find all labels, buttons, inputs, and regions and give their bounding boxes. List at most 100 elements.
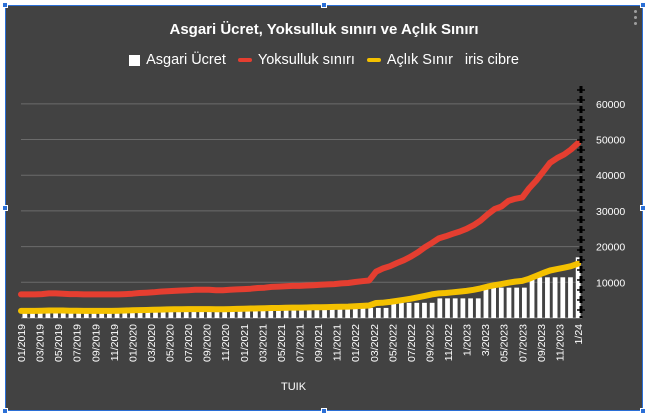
resize-handle-middle-right[interactable] [640,205,646,211]
resize-handle-bottom-left[interactable] [2,408,8,414]
bar-asgari-56[interactable] [452,298,458,318]
bar-asgari-16[interactable] [145,310,151,318]
bar-asgari-72[interactable] [575,257,581,318]
bar-asgari-67[interactable] [537,277,543,318]
bar-asgari-4[interactable] [53,310,58,318]
bar-asgari-1[interactable] [30,310,35,318]
x-tick-label-1: 03/2019 [35,324,47,362]
bar-asgari-66[interactable] [529,277,535,318]
bar-asgari-23[interactable] [199,310,204,318]
bar-asgari-52[interactable] [422,302,427,318]
bar-asgari-50[interactable] [406,302,412,318]
resize-handle-bottom-right[interactable] [640,408,646,414]
x-tick-label-18: 01/2022 [350,324,362,362]
bar-asgari-0[interactable] [22,310,28,318]
bar-asgari-59[interactable] [475,298,481,318]
resize-handle-middle-left[interactable] [2,205,8,211]
bar-asgari-31[interactable] [260,309,266,318]
bar-asgari-7[interactable] [76,310,82,318]
bar-asgari-37[interactable] [306,307,312,318]
bar-asgari-71[interactable] [568,277,573,318]
resize-handle-top-right[interactable] [640,2,646,8]
legend-item-aclik[interactable]: Açlık Sınır [366,52,453,68]
bar-asgari-32[interactable] [268,309,274,318]
bar-asgari-54[interactable] [437,298,443,318]
bar-asgari-62[interactable] [498,287,504,318]
bar-asgari-65[interactable] [521,287,527,318]
chart-title: Asgari Ücret, Yoksulluk sınırı ve Açlık … [169,21,479,38]
bar-asgari-25[interactable] [214,309,220,318]
bar-asgari-11[interactable] [106,310,112,318]
bar-asgari-43[interactable] [352,307,358,318]
bar-asgari-28[interactable] [237,309,243,318]
bar-asgari-57[interactable] [460,298,466,318]
legend-item-yoksulluk[interactable]: Yoksulluk sınırı [237,52,355,68]
bar-asgari-20[interactable] [176,310,181,318]
bar-asgari-64[interactable] [514,287,520,318]
line-aclik[interactable] [18,260,581,314]
bar-asgari-12[interactable] [114,310,120,318]
bar-asgari-15[interactable] [137,310,143,318]
bar-asgari-21[interactable] [183,310,189,318]
bar-asgari-9[interactable] [91,310,97,318]
bar-asgari-29[interactable] [245,309,251,318]
bar-asgari-42[interactable] [345,307,350,318]
bar-asgari-55[interactable] [445,298,450,318]
legend-label-iris: iris cibre [464,52,519,68]
bar-asgari-48[interactable] [391,302,397,318]
bar-asgari-51[interactable] [414,302,420,318]
bar-asgari-68[interactable] [545,277,550,318]
bar-asgari-3[interactable] [45,310,51,318]
bar-asgari-45[interactable] [368,307,374,318]
bar-asgari-14[interactable] [130,310,135,318]
bar-asgari-38[interactable] [314,307,320,318]
bar-asgari-22[interactable] [191,310,197,318]
bar-asgari-61[interactable] [491,287,497,318]
bar-asgari-17[interactable] [153,310,158,318]
resize-handle-top-left[interactable] [2,2,8,8]
line-yoksulluk[interactable] [18,140,581,298]
bar-asgari-33[interactable] [276,309,281,318]
bar-asgari-30[interactable] [253,309,258,318]
bar-asgari-49[interactable] [399,302,404,318]
bar-asgari-40[interactable] [329,307,335,318]
bar-asgari-60[interactable] [483,287,489,318]
x-tick-label-13: 03/2021 [257,324,269,362]
bar-asgari-36[interactable] [299,307,304,318]
bar-asgari-26[interactable] [222,309,228,318]
resize-handle-top-center[interactable] [321,2,327,8]
bar-asgari-53[interactable] [429,302,435,318]
bar-asgari-44[interactable] [360,307,366,318]
x-tick-label-12: 01/2021 [239,324,251,362]
bar-asgari-27[interactable] [229,309,235,318]
bar-asgari-10[interactable] [99,310,105,318]
x-tick-label-26: 05/2023 [499,324,511,362]
x-tick-label-4: 09/2019 [90,324,102,362]
bar-asgari-47[interactable] [383,307,389,318]
bar-asgari-69[interactable] [552,277,558,318]
vertical-dots-icon[interactable] [632,10,638,25]
bar-asgari-6[interactable] [68,310,74,318]
bar-asgari-8[interactable] [83,310,89,318]
chart-frame[interactable] [5,5,643,411]
bar-asgari-5[interactable] [60,310,66,318]
legend-item-asgari[interactable]: Asgari Ücret [129,52,226,68]
bar-asgari-35[interactable] [291,309,297,318]
bar-asgari-63[interactable] [506,287,512,318]
bar-asgari-2[interactable] [37,310,43,318]
resize-handle-bottom-center[interactable] [321,408,327,414]
bar-asgari-13[interactable] [122,310,128,318]
x-tick-label-24: 1/2023 [462,324,474,356]
bar-asgari-34[interactable] [283,309,289,318]
legend-item-iris[interactable]: iris cibre [465,52,519,68]
bar-asgari-41[interactable] [337,307,343,318]
bar-asgari-18[interactable] [160,310,166,318]
x-tick-label-29: 11/2023 [554,324,566,361]
bar-asgari-39[interactable] [322,307,327,318]
bar-asgari-19[interactable] [168,310,174,318]
bar-asgari-24[interactable] [206,309,212,318]
bar-asgari-70[interactable] [560,277,566,318]
bar-asgari-58[interactable] [468,298,473,318]
bar-asgari-46[interactable] [375,307,381,318]
x-tick-label-8: 05/2020 [165,324,177,362]
